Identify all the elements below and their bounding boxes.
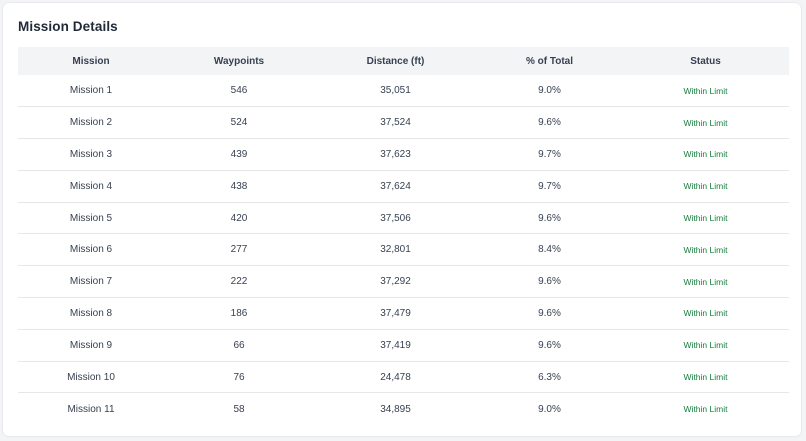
header-row: Mission Waypoints Distance (ft) % of Tot… bbox=[18, 47, 789, 75]
table-row[interactable]: Mission 3 439 37,623 9.7% Within Limit bbox=[18, 139, 789, 171]
status-cell: Within Limit bbox=[683, 181, 728, 192]
status-cell: Within Limit bbox=[683, 85, 728, 96]
column-header-status[interactable]: Status bbox=[690, 55, 721, 67]
mission-cell: Mission 11 bbox=[67, 403, 115, 415]
distance-cell: 37,524 bbox=[380, 117, 411, 129]
table-row[interactable]: Mission 8 186 37,479 9.6% Within Limit bbox=[18, 298, 789, 330]
percent-cell: 9.0% bbox=[538, 403, 561, 415]
waypoints-cell: 186 bbox=[230, 307, 248, 319]
mission-cell: Mission 4 bbox=[69, 180, 113, 192]
column-header-distance[interactable]: Distance (ft) bbox=[366, 55, 425, 67]
mission-cell: Mission 7 bbox=[69, 276, 113, 288]
waypoints-cell: 277 bbox=[230, 244, 248, 256]
distance-cell: 37,506 bbox=[380, 212, 411, 224]
mission-cell: Mission 2 bbox=[69, 117, 113, 129]
table-row[interactable]: Mission 9 66 37,419 9.6% Within Limit bbox=[18, 329, 789, 362]
status-cell: Within Limit bbox=[683, 404, 728, 415]
distance-cell: 37,292 bbox=[380, 276, 411, 288]
status-cell: Within Limit bbox=[683, 117, 728, 128]
waypoints-cell: 222 bbox=[230, 276, 248, 288]
table-row[interactable]: Mission 2 524 37,524 9.6% Within Limit bbox=[18, 107, 789, 139]
mission-cell: Mission 5 bbox=[69, 212, 113, 224]
table-row[interactable]: Mission 7 222 37,292 9.6% Within Limit bbox=[18, 266, 789, 298]
distance-cell: 37,624 bbox=[380, 180, 411, 192]
mission-table: Mission Waypoints Distance (ft) % of Tot… bbox=[18, 47, 789, 425]
status-cell: Within Limit bbox=[683, 372, 728, 383]
distance-cell: 37,623 bbox=[380, 148, 411, 160]
distance-cell: 32,801 bbox=[380, 244, 411, 256]
percent-cell: 9.6% bbox=[538, 307, 561, 319]
mission-cell: Mission 3 bbox=[69, 148, 113, 160]
status-cell: Within Limit bbox=[683, 308, 728, 319]
percent-cell: 9.6% bbox=[538, 212, 561, 224]
waypoints-cell: 439 bbox=[230, 148, 248, 160]
waypoints-cell: 66 bbox=[233, 339, 245, 351]
status-cell: Within Limit bbox=[683, 213, 728, 224]
table-row[interactable]: Mission 4 438 37,624 9.7% Within Limit bbox=[18, 170, 789, 203]
table-row[interactable]: Mission 1 546 35,051 9.0% Within Limit bbox=[18, 75, 789, 107]
mission-cell: Mission 9 bbox=[69, 339, 113, 351]
percent-cell: 8.4% bbox=[538, 244, 561, 256]
waypoints-cell: 58 bbox=[233, 403, 245, 415]
percent-cell: 9.7% bbox=[538, 180, 561, 192]
percent-cell: 9.6% bbox=[538, 339, 561, 351]
percent-cell: 6.3% bbox=[538, 371, 561, 383]
distance-cell: 37,479 bbox=[380, 307, 411, 319]
status-cell: Within Limit bbox=[683, 149, 728, 160]
mission-cell: Mission 1 bbox=[69, 85, 113, 97]
waypoints-cell: 438 bbox=[230, 180, 248, 192]
distance-cell: 34,895 bbox=[380, 403, 411, 415]
mission-cell: Mission 6 bbox=[69, 244, 113, 256]
waypoints-cell: 420 bbox=[230, 212, 248, 224]
table-row[interactable]: Mission 11 58 34,895 9.0% Within Limit bbox=[18, 393, 789, 425]
status-cell: Within Limit bbox=[683, 244, 728, 255]
mission-cell: Mission 8 bbox=[69, 307, 113, 319]
table-header: Mission Waypoints Distance (ft) % of Tot… bbox=[18, 47, 789, 75]
section-title: Mission Details bbox=[18, 19, 118, 34]
waypoints-cell: 524 bbox=[230, 117, 248, 129]
percent-cell: 9.7% bbox=[538, 148, 561, 160]
distance-cell: 37,419 bbox=[380, 339, 411, 351]
column-header-mission[interactable]: Mission bbox=[72, 55, 110, 67]
column-header-waypoints[interactable]: Waypoints bbox=[213, 55, 265, 67]
table-row[interactable]: Mission 10 76 24,478 6.3% Within Limit bbox=[18, 361, 789, 393]
table-row[interactable]: Mission 6 277 32,801 8.4% Within Limit bbox=[18, 234, 789, 266]
table-row[interactable]: Mission 5 420 37,506 9.6% Within Limit bbox=[18, 202, 789, 234]
status-cell: Within Limit bbox=[683, 340, 728, 351]
mission-cell: Mission 10 bbox=[67, 371, 115, 383]
mission-details-card: Mission Details Mission Waypoints Distan… bbox=[3, 3, 801, 436]
distance-cell: 35,051 bbox=[380, 85, 411, 97]
status-cell: Within Limit bbox=[683, 276, 728, 287]
table-body: Mission 1 546 35,051 9.0% Within Limit M… bbox=[18, 75, 789, 425]
percent-cell: 9.6% bbox=[538, 276, 561, 288]
column-header-percent[interactable]: % of Total bbox=[525, 55, 574, 67]
percent-cell: 9.0% bbox=[538, 85, 561, 97]
percent-cell: 9.6% bbox=[538, 117, 561, 129]
distance-cell: 24,478 bbox=[380, 371, 411, 383]
waypoints-cell: 546 bbox=[230, 85, 248, 97]
waypoints-cell: 76 bbox=[233, 371, 245, 383]
